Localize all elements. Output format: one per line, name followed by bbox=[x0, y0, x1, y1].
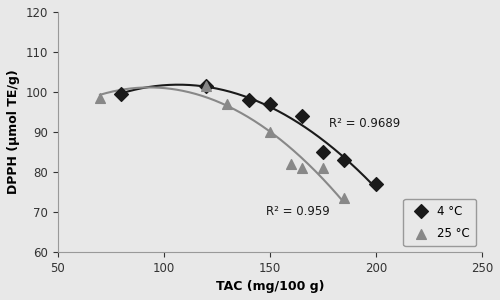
Text: R² = 0.959: R² = 0.959 bbox=[266, 205, 330, 218]
Text: R² = 0.9689: R² = 0.9689 bbox=[329, 117, 400, 130]
4 °C bbox=[202, 83, 210, 88]
Legend: 4 °C, 25 °C: 4 °C, 25 °C bbox=[403, 199, 476, 246]
4 °C bbox=[117, 92, 125, 96]
4 °C bbox=[298, 113, 306, 118]
25 °C bbox=[96, 95, 104, 100]
25 °C bbox=[340, 195, 348, 200]
4 °C bbox=[266, 101, 274, 106]
25 °C bbox=[319, 165, 327, 170]
4 °C bbox=[319, 149, 327, 154]
25 °C bbox=[287, 161, 295, 166]
4 °C bbox=[244, 98, 252, 102]
4 °C bbox=[340, 158, 348, 162]
25 °C bbox=[202, 83, 210, 88]
25 °C bbox=[224, 101, 232, 106]
4 °C bbox=[372, 182, 380, 186]
Y-axis label: DPPH (μmol TE/g): DPPH (μmol TE/g) bbox=[7, 70, 20, 194]
25 °C bbox=[266, 130, 274, 134]
X-axis label: TAC (mg/100 g): TAC (mg/100 g) bbox=[216, 280, 324, 293]
25 °C bbox=[298, 165, 306, 170]
